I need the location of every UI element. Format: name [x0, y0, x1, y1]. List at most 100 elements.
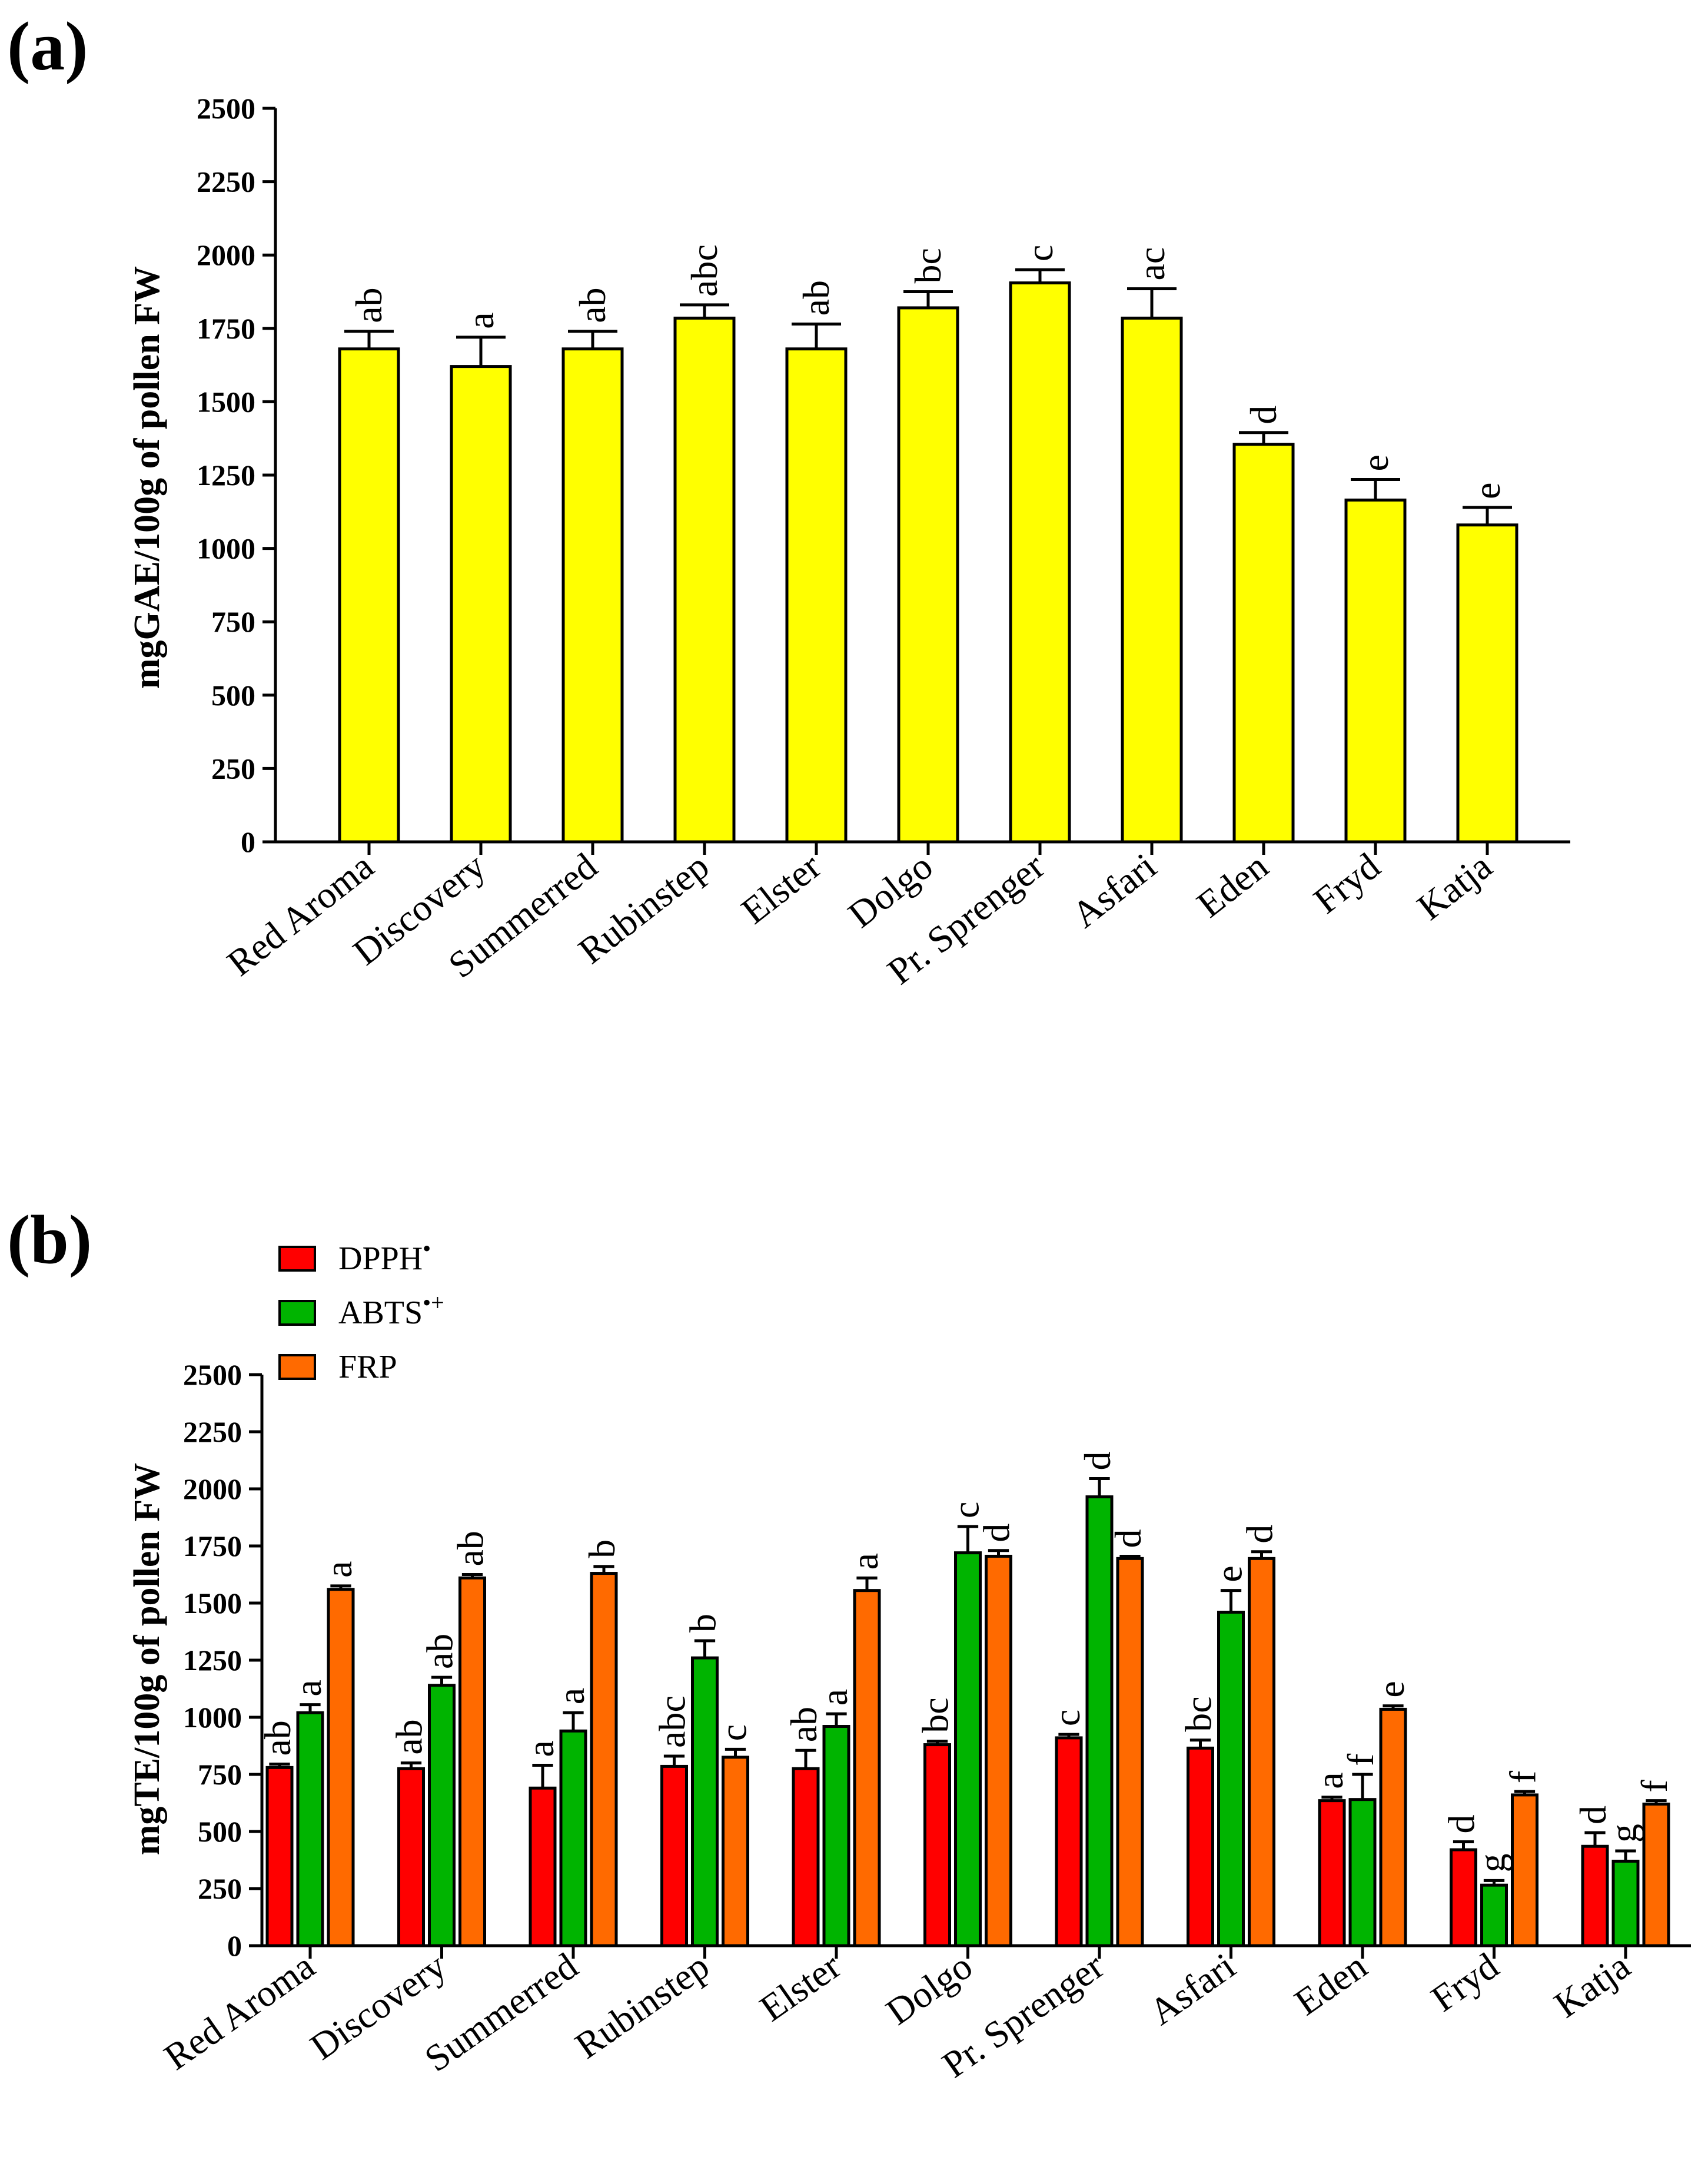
panel-a-y-tick-label: 250	[211, 752, 255, 785]
panel-b-chart: (b) mgTE/100g of pollen FW DPPH• ABTS•+ FR…	[7, 1201, 1691, 2086]
panel-b-bar	[1450, 1848, 1477, 1947]
panel-b-bar	[1611, 1859, 1640, 1947]
legend-series-name: ABTS	[338, 1295, 423, 1331]
panel-b-bar	[1248, 1557, 1275, 1947]
panel-b-y-tick-label: 500	[198, 1815, 242, 1848]
panel-b-bar	[1642, 1802, 1670, 1947]
panel-b-bar	[1379, 1707, 1407, 1947]
legend-swatch	[278, 1300, 316, 1326]
panel-a-significance-letter: e	[1354, 454, 1396, 471]
panel-b-bar	[1085, 1495, 1114, 1947]
panel-b-significance-letter: a	[1309, 1772, 1351, 1789]
panel-a-category-label: Fryd	[1306, 845, 1388, 921]
panel-b-significance-letter: bc	[1177, 1696, 1219, 1731]
panel-a-significance-letter: abc	[683, 244, 725, 297]
legend-label: FRP	[338, 1349, 397, 1385]
panel-b-significance-letter: e	[1370, 1681, 1412, 1697]
panel-b-bar	[397, 1767, 425, 1947]
panel-a-significance-letter: d	[1242, 406, 1284, 424]
panel-a-chart: (a) mgGAE/100g of pollen FW 0 250 500 750 10…	[7, 8, 1570, 993]
panel-a-significance-letter: ab	[795, 280, 837, 316]
panel-a-significance-letter: ab	[571, 287, 613, 323]
panel-b-significance-letter: a	[813, 1689, 855, 1705]
panel-b-significance-letter: d	[975, 1524, 1017, 1542]
panel-b-significance-letter: d	[1107, 1529, 1149, 1548]
panel-a-label: (a)	[7, 8, 88, 85]
panel-a-y-tick-label: 500	[211, 679, 255, 712]
panel-b-bar	[265, 1766, 294, 1947]
legend-swatch	[278, 1246, 316, 1272]
panel-b-significance-letter: d	[1238, 1525, 1280, 1544]
panel-b-category-label: Dolgo	[879, 1945, 980, 2033]
panel-b-y-tick-label: 250	[198, 1872, 242, 1905]
panel-b-bar	[327, 1588, 355, 1947]
panel-b-significance-letter: a	[550, 1688, 592, 1704]
panel-a-bar	[673, 316, 736, 844]
panel-b-significance-letter: a	[287, 1680, 329, 1696]
panel-b-bar	[792, 1767, 820, 1947]
panel-a-category-label: Katja	[1410, 845, 1500, 928]
panel-b-significance-letter: ab	[388, 1719, 430, 1754]
panel-a-category-label: Eden	[1189, 845, 1275, 925]
panel-b-bar	[590, 1572, 618, 1947]
panel-b-bar	[822, 1725, 850, 1947]
panel-b-significance-letter: abc	[651, 1695, 693, 1748]
panel-b-bar	[529, 1786, 557, 1947]
panel-a-y-tick-label: 2000	[197, 238, 255, 271]
panel-b-label: (b)	[7, 1201, 92, 1278]
panel-b-y-tick-label: 0	[227, 1929, 242, 1962]
legend-label: DPPH•	[338, 1235, 431, 1277]
panel-b-y-tick-label: 1250	[183, 1644, 242, 1677]
panel-a-bar	[450, 365, 512, 844]
panel-b-bar	[1318, 1799, 1346, 1947]
panel-a-bar	[897, 306, 959, 844]
panel-b-y-tick-label: 750	[198, 1758, 242, 1791]
panel-a-significance-letter: bc	[907, 248, 949, 283]
panel-b-significance-letter: a	[844, 1553, 886, 1570]
panel-a-significance-letter: ab	[348, 287, 390, 323]
legend-series-superscript: •	[423, 1235, 431, 1262]
panel-b-bar	[1116, 1557, 1144, 1947]
panel-a-y-tick-label: 1750	[197, 312, 255, 345]
panel-a-bar	[1344, 498, 1407, 844]
panel-b-significance-letter: b	[682, 1614, 723, 1632]
panel-b-bar	[722, 1756, 749, 1947]
panel-a-bar	[1009, 281, 1071, 844]
panel-b-significance-letter: g	[1603, 1824, 1644, 1843]
panel-a-bar	[338, 347, 400, 844]
panel-b-y-tick-label: 1000	[183, 1701, 242, 1734]
panel-b-y-tick-label: 1500	[183, 1587, 242, 1620]
panel-b-y-tick-label: 1750	[183, 1529, 242, 1562]
panel-b-significance-letter: ab	[418, 1634, 460, 1669]
panel-b-bar	[428, 1684, 456, 1947]
panel-b-y-axis-label: mgTE/100g of pollen FW	[127, 1463, 167, 1856]
panel-b-bar	[691, 1656, 719, 1947]
panel-b-significance-letter: b	[581, 1539, 623, 1558]
panel-b-bar	[954, 1551, 982, 1947]
panel-b-significance-letter: a	[520, 1740, 561, 1757]
panel-a-category-label: Red Aroma	[220, 845, 381, 984]
panel-b-significance-letter: a	[318, 1561, 360, 1577]
panel-a-bar	[1456, 523, 1518, 844]
panel-b-plot-area: 0 250 500 750 1000 1250 1500 1750 2000 2250 2500 Re…	[157, 1358, 1691, 2086]
panel-b-y-tick-label: 2000	[183, 1472, 242, 1505]
panel-b-significance-letter: bc	[914, 1697, 956, 1733]
legend-series-name: DPPH	[338, 1240, 423, 1277]
panel-b-significance-letter: d	[1076, 1452, 1118, 1471]
panel-b-significance-letter: c	[712, 1724, 754, 1741]
panel-a-category-label: Dolgo	[840, 845, 941, 935]
legend-label: ABTS•+	[338, 1289, 444, 1331]
panel-a-y-tick-label: 1000	[197, 532, 255, 565]
panel-b-significance-letter: e	[1208, 1565, 1250, 1582]
panel-b-significance-letter: d	[1572, 1806, 1614, 1824]
panel-b-significance-letter: c	[1046, 1710, 1088, 1726]
panel-b-y-tick-label: 2500	[183, 1358, 242, 1391]
panel-b-bar	[660, 1764, 688, 1947]
panel-b-bar	[1055, 1736, 1083, 1947]
panel-a-category-label: Elster	[733, 845, 828, 932]
panel-b-bar	[559, 1729, 587, 1947]
panel-a-y-axis-label: mgGAE/100g of pollen FW	[127, 266, 167, 689]
panel-b-significance-letter: f	[1501, 1770, 1543, 1783]
panel-b-bar	[296, 1711, 324, 1947]
